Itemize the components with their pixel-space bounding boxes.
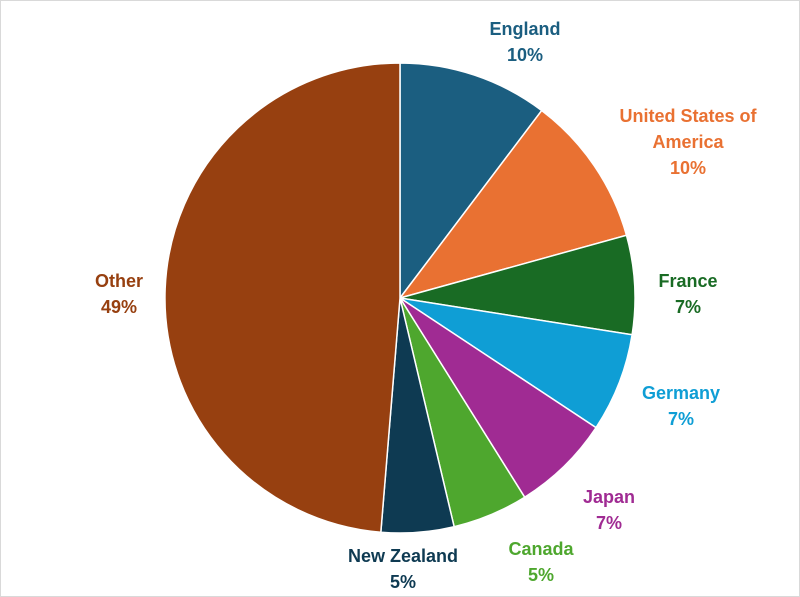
pie-label-france-name: France bbox=[658, 271, 717, 291]
pie-slice-united-states-of-america bbox=[398, 109, 628, 300]
pie-slices bbox=[164, 62, 636, 534]
pie-label-germany-name: Germany bbox=[642, 383, 720, 403]
pie-label-japan-percent: 7% bbox=[596, 513, 622, 533]
pie-label-canada-percent: 5% bbox=[528, 565, 554, 585]
pie-label-other-name: Other bbox=[95, 271, 143, 291]
pie-label-canada-name: Canada bbox=[508, 539, 574, 559]
pie-label-united-states-of-america-percent: 10% bbox=[670, 158, 706, 178]
pie-label-united-states-of-america-name: America bbox=[652, 132, 724, 152]
pie-label-other-percent: 49% bbox=[101, 297, 137, 317]
pie-label-japan-name: Japan bbox=[583, 487, 635, 507]
pie-label-new-zealand-name: New Zealand bbox=[348, 546, 458, 566]
pie-label-france-percent: 7% bbox=[675, 297, 701, 317]
pie-label-england-percent: 10% bbox=[507, 45, 543, 65]
pie-label-united-states-of-america-name: United States of bbox=[619, 106, 757, 126]
pie-label-germany-percent: 7% bbox=[668, 409, 694, 429]
pie-slice-other bbox=[164, 62, 401, 534]
pie-slice-england bbox=[399, 62, 543, 301]
pie-label-england-name: England bbox=[490, 19, 561, 39]
pie-label-new-zealand-percent: 5% bbox=[390, 572, 416, 592]
pie-labels: England 10% United States of America 10% Fran… bbox=[95, 19, 758, 592]
